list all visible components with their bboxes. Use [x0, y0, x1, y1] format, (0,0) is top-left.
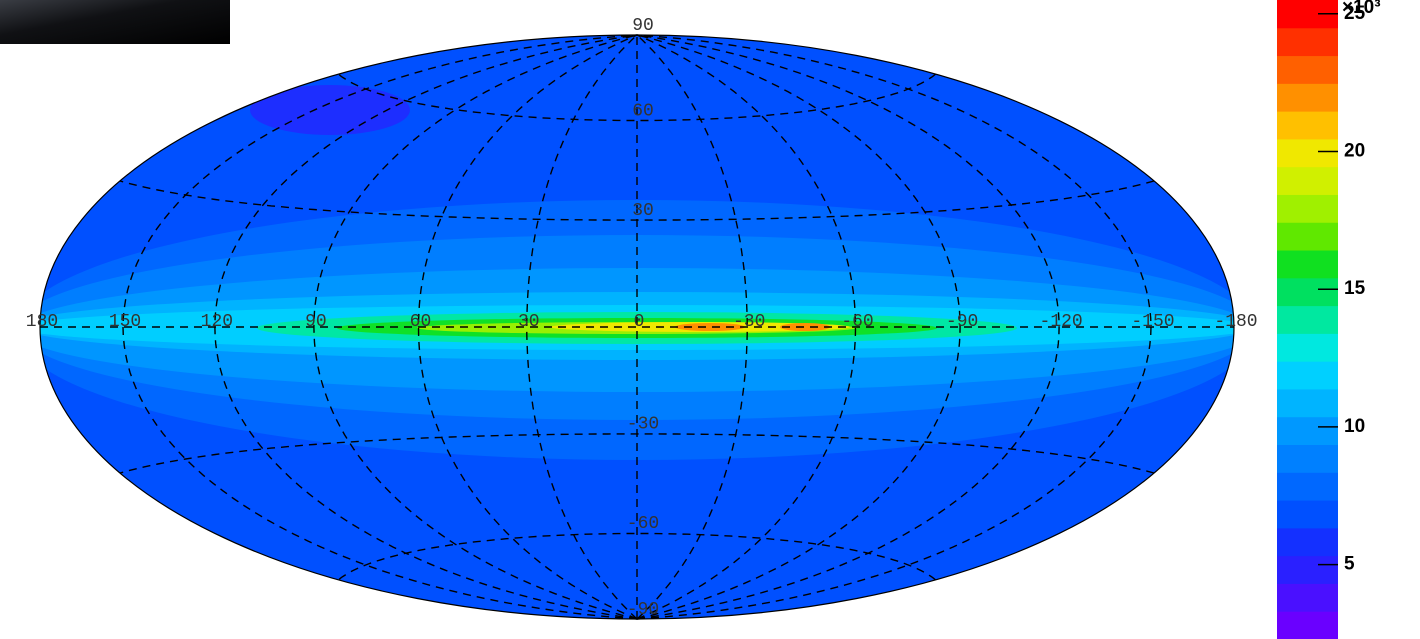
- lon-label: -120: [1040, 312, 1083, 332]
- colorbar-band: [1277, 83, 1338, 111]
- lon-label: -90: [946, 312, 978, 332]
- colorbar-exponent: ×10³: [1342, 0, 1381, 18]
- colorbar-band: [1277, 250, 1338, 278]
- lon-label: -60: [841, 312, 873, 332]
- colorbar-band: [1277, 417, 1338, 445]
- page: 180 150 120 90 60 30 0 -30 -60 -90 -120 -150 -180 90 6…: [0, 0, 1420, 639]
- lon-label: 0: [634, 312, 645, 332]
- colorbar-band: [1277, 56, 1338, 84]
- colorbar-band: [1277, 528, 1338, 556]
- colorbar-band: [1277, 361, 1338, 389]
- colorbar-band: [1277, 222, 1338, 250]
- lon-label: 120: [201, 312, 233, 332]
- colorbar-label: 20: [1344, 141, 1365, 162]
- colorbar-band: [1277, 583, 1338, 611]
- colorbar-band: [1277, 500, 1338, 528]
- chart: 180 150 120 90 60 30 0 -30 -60 -90 -120 -150 -180 90 6…: [0, 0, 1420, 639]
- colorbar-band: [1277, 389, 1338, 417]
- lon-label: -180: [1214, 312, 1257, 332]
- lat-label: -30: [627, 415, 659, 435]
- colorbar-band: [1277, 333, 1338, 361]
- lon-label: 180: [26, 312, 58, 332]
- lat-label: 30: [632, 201, 654, 221]
- lat-label: 90: [632, 16, 654, 36]
- lon-label: 90: [305, 312, 327, 332]
- lon-label: 60: [410, 312, 432, 332]
- lon-label: -150: [1131, 312, 1174, 332]
- colorbar-band: [1277, 194, 1338, 222]
- thumbnail: [0, 0, 230, 44]
- lon-label: -30: [733, 312, 765, 332]
- colorbar-band: [1277, 278, 1338, 306]
- colorbar-band: [1277, 139, 1338, 167]
- colorbar-band: [1277, 167, 1338, 195]
- lon-label: 150: [109, 312, 141, 332]
- lat-label: 60: [632, 101, 654, 121]
- colorbar-band: [1277, 445, 1338, 473]
- colorbar-label: 10: [1344, 416, 1365, 437]
- lat-label: -60: [627, 514, 659, 534]
- colorbar-band: [1277, 556, 1338, 584]
- colorbar-label: 15: [1344, 278, 1366, 299]
- lon-label: 30: [518, 312, 540, 332]
- colorbar-label: 5: [1344, 554, 1355, 575]
- colorbar-band: [1277, 306, 1338, 334]
- colorbar-band: [1277, 611, 1338, 639]
- lat-label: -90: [627, 600, 659, 620]
- colorbar-band: [1277, 111, 1338, 139]
- colorbar-band: [1277, 472, 1338, 500]
- colorbar-band: [1277, 28, 1338, 56]
